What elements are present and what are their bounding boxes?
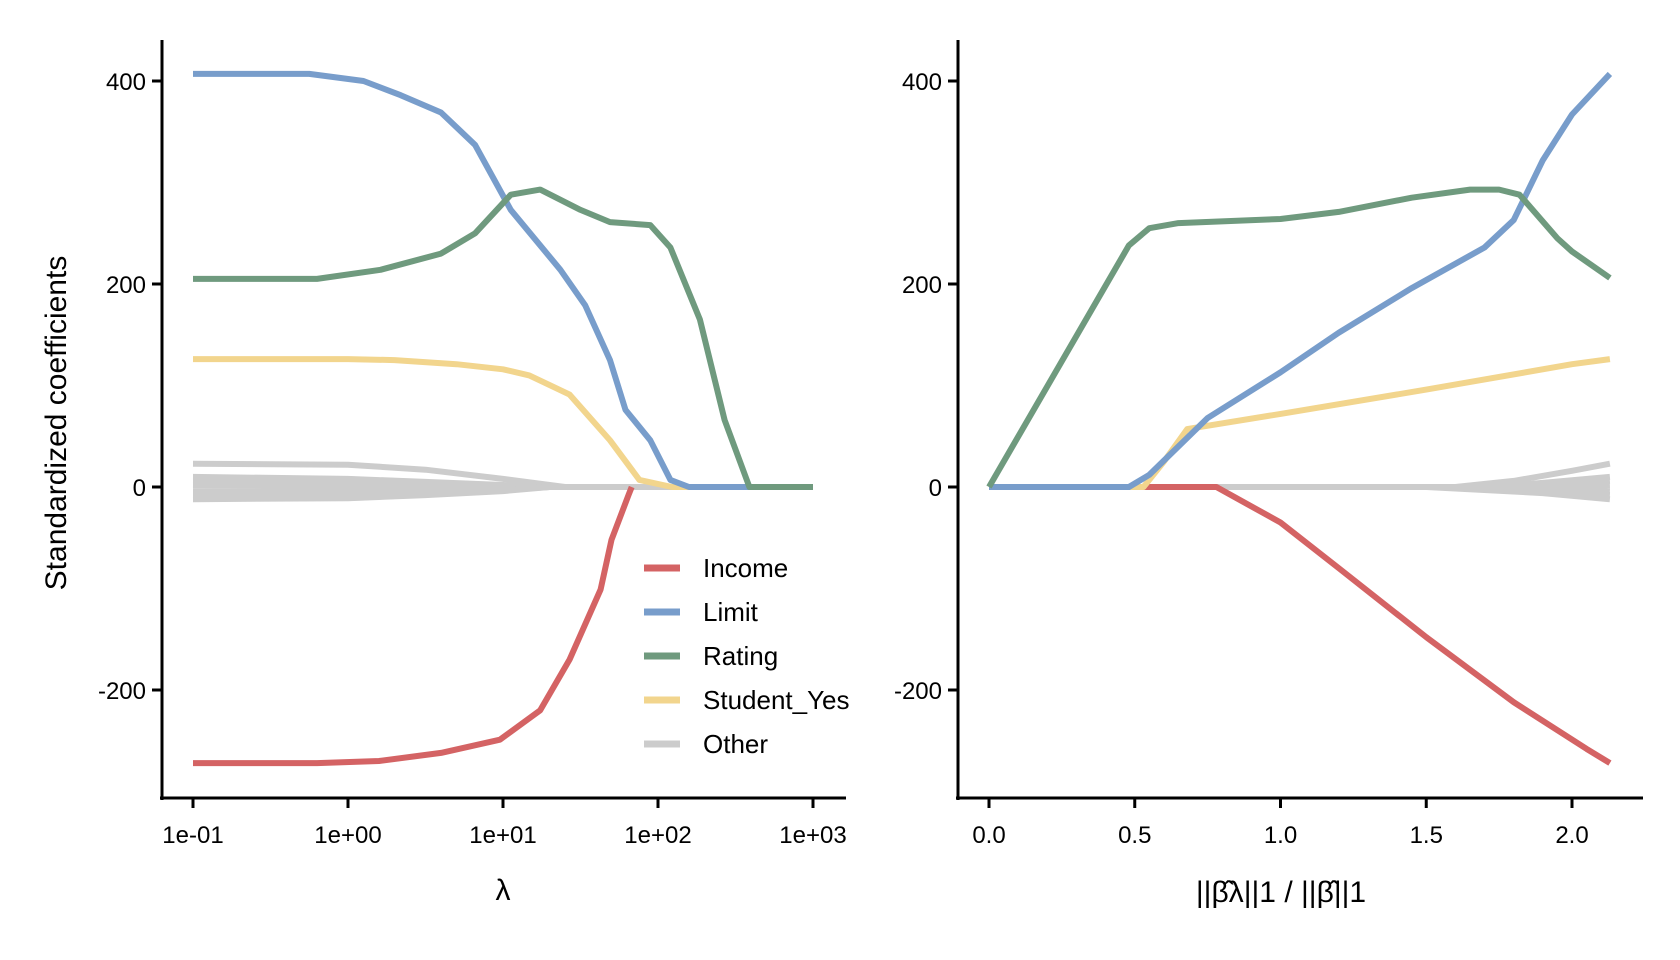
legend-label: Student_Yes: [703, 685, 850, 715]
left-series-lines: [192, 70, 813, 767]
left-x-axis-title: λ: [496, 874, 511, 907]
legend-item-limit: Limit: [644, 597, 759, 627]
right-series-lines: [986, 71, 1613, 766]
legend-item-rating: Rating: [644, 641, 778, 671]
right-x-axis-title: ||β̂λ||1 / ||β̂||1: [1196, 876, 1366, 909]
series-line-income: [989, 484, 1612, 766]
left-y-ticks: 400 200 0 -200: [98, 69, 162, 705]
legend-label: Other: [703, 729, 768, 759]
left-x-tick-label: 1e-01: [162, 822, 223, 849]
series-line-student-yes: [193, 356, 813, 490]
right-x-tick-label: 0.5: [1118, 822, 1151, 849]
right-x-tick-label: 0.0: [972, 822, 1005, 849]
right-x-tick-label: 1.0: [1264, 822, 1297, 849]
left-y-tick-label: 400: [106, 69, 146, 96]
right-y-tick-label: 400: [902, 69, 942, 96]
left-y-tick-label: 200: [106, 272, 146, 299]
legend: Income Limit Rating Student_Yes Other: [644, 553, 850, 759]
series-line-income: [193, 485, 635, 767]
right-x-tick-label: 2.0: [1555, 822, 1588, 849]
series-line-limit: [193, 70, 813, 490]
left-x-tick-label: 1e+01: [469, 822, 536, 849]
series-line-limit: [989, 71, 1613, 490]
left-x-ticks: 1e-01 1e+00 1e+01 1e+02 1e+03: [162, 798, 847, 849]
y-axis-title: Standardized coefficients: [40, 256, 73, 591]
left-x-tick-label: 1e+02: [624, 822, 691, 849]
right-y-ticks: 400 200 0 -200: [894, 69, 958, 705]
legend-item-income: Income: [644, 553, 788, 583]
right-y-tick-label: 0: [929, 475, 942, 502]
right-panel-l1-norm-ratio: 400 200 0 -200 0.0 0.5 1.0 1.5 2.0 ||β̂λ||1 / |…: [894, 40, 1643, 909]
left-y-tick-label: 0: [133, 475, 146, 502]
series-line-student-yes: [989, 356, 1611, 490]
legend-label: Income: [703, 553, 788, 583]
left-y-tick-label: -200: [98, 678, 146, 705]
right-x-tick-label: 1.5: [1410, 822, 1443, 849]
legend-item-other: Other: [644, 729, 768, 759]
right-x-axis-title-text: ||β̂λ||1 / ||β̂||1: [1196, 876, 1366, 909]
series-line-other: [192, 484, 813, 503]
legend-item-student-yes: Student_Yes: [644, 685, 850, 715]
left-x-tick-label: 1e+00: [314, 822, 381, 849]
right-y-tick-label: -200: [894, 678, 942, 705]
legend-label: Rating: [703, 641, 778, 671]
series-line-rating: [193, 186, 813, 490]
left-x-tick-label: 1e+03: [779, 822, 846, 849]
series-line-rating: [986, 186, 1612, 489]
right-x-ticks: 0.0 0.5 1.0 1.5 2.0: [972, 798, 1589, 849]
right-y-tick-label: 200: [902, 272, 942, 299]
legend-label: Limit: [703, 597, 759, 627]
